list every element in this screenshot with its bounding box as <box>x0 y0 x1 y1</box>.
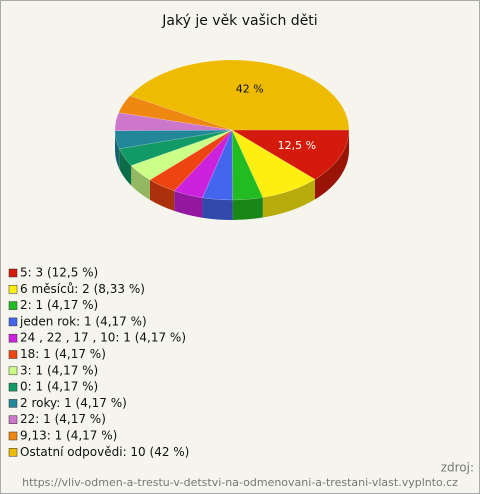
legend-label: 2: 1 (4,17 %) <box>20 298 98 312</box>
slice-side <box>149 179 175 211</box>
slice-side <box>115 130 120 169</box>
legend-label: Ostatní odpovědi: 10 (42 %) <box>20 445 189 459</box>
legend-swatch <box>8 431 18 441</box>
legend-swatch <box>8 285 18 294</box>
slice <box>129 59 350 131</box>
legend-swatch <box>8 448 18 457</box>
legend-swatch <box>8 366 18 376</box>
legend-label: 5: 3 (12,5 %) <box>20 266 98 280</box>
slice-side <box>202 197 233 220</box>
legend-swatch <box>8 317 18 327</box>
slice <box>114 129 233 150</box>
slice <box>130 129 233 181</box>
legend-label: 2 roky: 1 (4,17 %) <box>20 396 127 410</box>
legend-swatch <box>8 268 18 278</box>
legend-label: 3: 1 (4,17 %) <box>20 363 98 377</box>
slice <box>231 129 264 201</box>
slice <box>118 129 233 166</box>
legend-swatch <box>8 350 18 359</box>
footer: https://vliv-odmen-a-trestu-v-detstvi-na… <box>22 476 458 489</box>
chart-title: Jaký je věk vašich děti <box>161 13 317 29</box>
legend-label: jeden rok: 1 (4,17 %) <box>19 314 147 328</box>
slice-side <box>119 148 132 186</box>
legend-label: 0: 1 (4,17 %) <box>20 380 98 394</box>
legend-label: 9,13: 1 (4,17 %) <box>20 429 117 443</box>
legend-swatch <box>8 301 18 310</box>
legend-label: 6 měsíců: 2 (8,33 %) <box>20 282 145 296</box>
slice <box>114 112 233 131</box>
slice-side <box>314 130 349 200</box>
legend-swatch <box>8 399 18 408</box>
source-label: zdroj: <box>441 461 474 475</box>
legend-label: 24 , 22 , 17 , 10: 1 (4,17 %) <box>20 331 186 345</box>
slice-label: 42 % <box>236 82 264 95</box>
slice-side <box>174 190 203 218</box>
slice <box>231 129 350 180</box>
slice-side <box>262 179 315 218</box>
legend-swatch <box>8 415 18 424</box>
legend-label: 22: 1 (4,17 %) <box>20 412 106 426</box>
legend-swatch <box>8 382 18 392</box>
slice-side <box>131 165 150 200</box>
slice <box>202 129 233 201</box>
slice-side <box>232 197 263 220</box>
slice <box>173 129 233 199</box>
slice <box>118 95 233 131</box>
legend-label: 18: 1 (4,17 %) <box>20 347 106 361</box>
legend-swatch <box>8 333 18 343</box>
slice-label: 12,5 % <box>278 139 316 152</box>
slice <box>231 129 316 198</box>
slice <box>149 129 233 192</box>
